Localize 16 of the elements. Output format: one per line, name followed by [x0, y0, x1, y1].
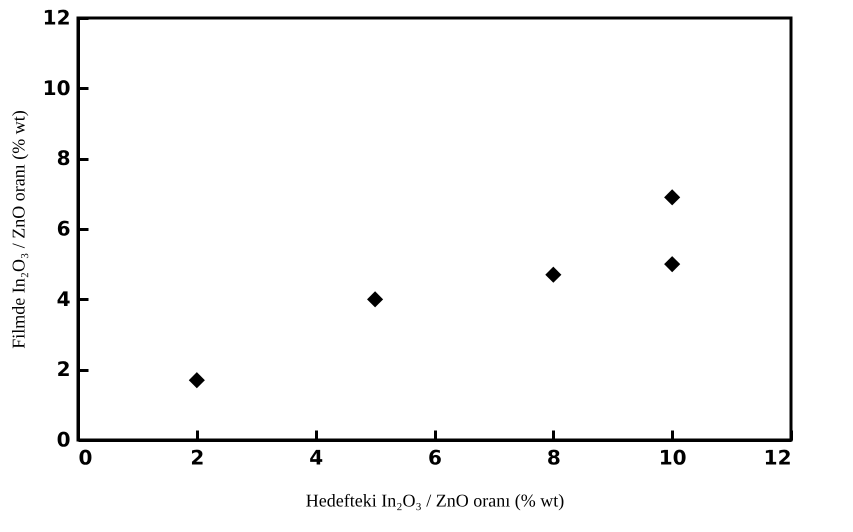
- y-tick-label: 10: [42, 76, 70, 100]
- y-tick-label: 8: [56, 146, 70, 170]
- x-tick-label: 4: [309, 446, 324, 470]
- y-tick-label: 6: [56, 216, 70, 240]
- x-tick-label: 0: [78, 446, 92, 470]
- y-tick-label: 4: [56, 286, 70, 311]
- x-tick-label: 8: [546, 446, 561, 470]
- x-tick-label: 6: [428, 446, 442, 470]
- x-tick-label: 12: [764, 446, 792, 470]
- x-tick-label: 10: [658, 446, 687, 470]
- y-tick-label: 2: [56, 357, 70, 382]
- y-axis-title: Filmde In₂O₃ / ZnO oranı (% wt): [8, 110, 29, 349]
- y-tick-label: 12: [42, 6, 70, 30]
- y-tick-label: 0: [56, 428, 70, 452]
- x-axis-title: Hedefteki In₂O₃ / ZnO oranı (% wt): [306, 490, 564, 510]
- x-tick-label: 2: [190, 446, 204, 470]
